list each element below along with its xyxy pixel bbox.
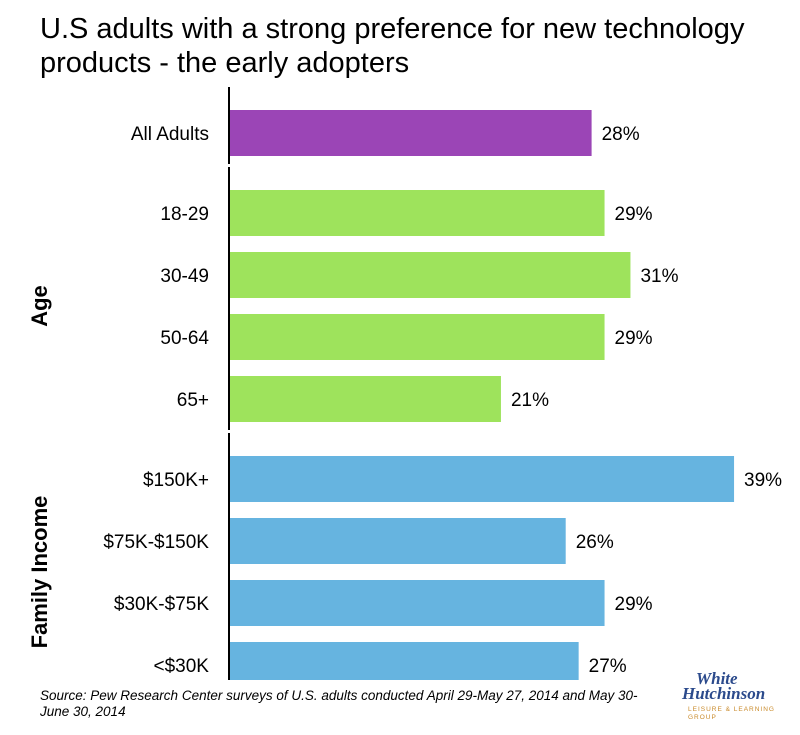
- category-label: <$30K: [154, 656, 210, 677]
- bar: [229, 252, 631, 298]
- group-label: Age: [27, 285, 52, 327]
- category-label: 30-49: [160, 266, 209, 287]
- data-label: 26%: [576, 532, 614, 553]
- bar: [229, 456, 735, 502]
- logo-line1: White: [696, 669, 738, 688]
- category-label: $30K-$75K: [114, 594, 209, 615]
- bar: [229, 580, 605, 626]
- bar: [229, 190, 605, 236]
- category-label: 65+: [177, 390, 209, 411]
- group-label: Family Income: [27, 496, 52, 649]
- data-label: 29%: [615, 594, 653, 615]
- data-label: 29%: [615, 328, 653, 349]
- category-label: All Adults: [131, 124, 209, 145]
- bar: [229, 376, 501, 422]
- source-note: Source: Pew Research Center surveys of U…: [40, 688, 638, 719]
- category-label: 50-64: [160, 328, 209, 349]
- bar: [229, 642, 579, 680]
- data-label: 39%: [744, 470, 782, 491]
- bar-chart: All Adults 28% 18-29 29% 30-49 31% 50-64 29% 65+…: [27, 87, 782, 680]
- logo-line3: LEISURE & LEARNING GROUP: [688, 706, 775, 721]
- category-label: $75K-$150K: [103, 532, 209, 553]
- category-label: 18-29: [160, 204, 209, 225]
- category-label: $150K+: [143, 470, 209, 491]
- bar: [229, 518, 566, 564]
- data-label: 29%: [615, 204, 653, 225]
- data-label: 28%: [602, 124, 640, 145]
- data-label: 21%: [511, 390, 549, 411]
- bar: [229, 110, 592, 156]
- logo-line2: Hutchinson: [682, 684, 766, 703]
- bar: [229, 314, 605, 360]
- chart-title: U.S adults with a strong preference for …: [40, 13, 745, 79]
- data-label: 27%: [589, 656, 627, 677]
- data-label: 31%: [640, 266, 678, 287]
- white-hutchinson-logo: White Hutchinson LEISURE & LEARNING GROU…: [680, 670, 790, 725]
